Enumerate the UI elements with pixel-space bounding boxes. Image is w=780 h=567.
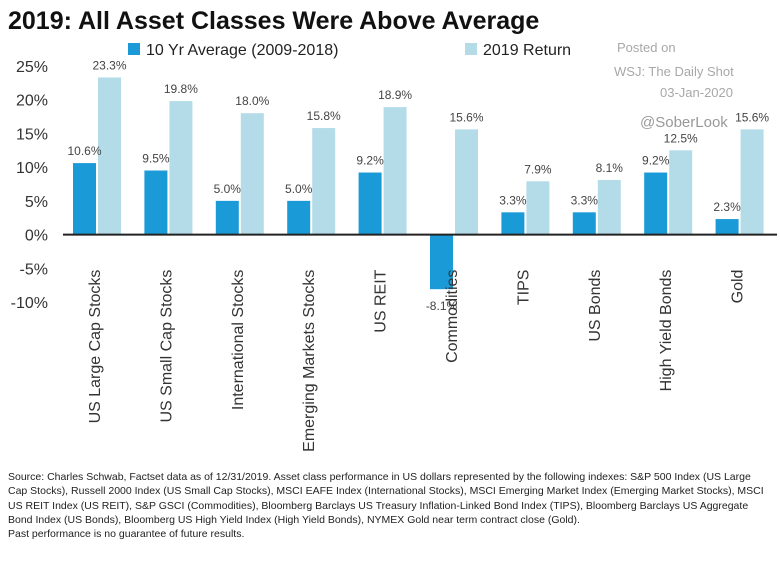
data-label-10yr: 9.5% [142,152,170,166]
watermark-source: WSJ: The Daily Shot [614,64,734,79]
chart: 2019: All Asset Classes Were Above Avera… [8,7,777,452]
data-label-10yr: 3.3% [499,193,527,207]
category-label: US Large Cap Stocks [87,270,104,424]
bar-10yr-average [715,219,739,235]
data-label-10yr: 5.0% [214,182,242,196]
data-label-10yr: 5.0% [285,182,313,196]
source-note: Source: Charles Schwab, Factset data as … [8,471,764,526]
category-label-group: US Large Cap Stocks US Small Cap Stocks In… [87,269,747,452]
watermark-date: 03-Jan-2020 [660,85,733,100]
bar-10yr-average [144,170,168,235]
data-label-2019: 12.5% [664,131,698,145]
y-tick-label: 5% [25,194,48,211]
category-label: US REIT [373,269,390,332]
bar-2019-return [240,113,264,235]
category-label: International Stocks [230,270,247,411]
data-label-10yr: 3.3% [571,193,599,207]
data-label-10yr: 9.2% [356,154,384,168]
data-label-2019: 15.8% [307,109,341,123]
y-tick-label: 20% [16,93,48,110]
category-label: TIPS [515,270,532,306]
category-label: Commodities [444,270,461,363]
data-label-group: 10.6% 23.3% 9.5% 19.8% 5.0% 18.0% 5.0% 15.8% 9.2… [67,58,769,313]
bar-group [73,77,764,290]
data-label-10yr: 10.6% [67,144,101,158]
bar-2019-return [98,77,121,235]
bar-10yr-average [572,212,596,235]
data-label-2019: 15.6% [735,110,769,124]
data-label-10yr: 9.2% [642,154,670,168]
y-tick-label: -10% [11,295,48,312]
category-label: Gold [730,270,747,304]
bar-2019-return [740,129,764,235]
bar-10yr-average [358,172,382,235]
y-tick-label: 10% [16,160,48,177]
bar-10yr-average [215,200,239,235]
bar-2019-return [597,179,621,235]
category-label: US Bonds [587,270,604,342]
bar-2019-return [669,150,693,235]
data-label-2019: 18.0% [235,94,269,108]
y-tick-label: 0% [25,228,48,245]
bar-10yr-average [430,234,453,290]
bar-10yr-average [287,200,311,235]
bar-10yr-average [73,163,96,235]
bar-10yr-average [501,212,525,235]
legend-swatch-2019 [465,43,477,55]
bar-2019-return [455,129,478,235]
bar-2019-return [312,128,336,235]
data-label-2019: 18.9% [378,88,412,102]
category-label: Emerging Markets Stocks [301,270,318,452]
y-tick-label: -5% [20,261,48,278]
legend-swatch-10yr [128,43,140,55]
data-label-2019: 23.3% [92,58,126,72]
disclaimer: Past performance is no guarantee of futu… [8,528,245,541]
data-label-2019: 15.6% [449,110,483,124]
data-label-2019: 7.9% [524,162,552,176]
y-tick-label: 15% [16,126,48,143]
y-axis: 25% 20% 15% 10% 5% 0% -5% -10% [11,59,48,312]
y-tick-label: 25% [16,59,48,76]
bar-2019-return [526,181,550,235]
data-label-2019: 8.1% [596,161,624,175]
bar-2019-return [169,101,193,235]
legend-label-10yr: 10 Yr Average (2009-2018) [146,42,338,59]
bar-10yr-average [644,172,668,235]
category-label: High Yield Bonds [658,270,675,392]
footer: Source: Charles Schwab, Factset data as … [8,470,772,541]
watermark-posted-on: Posted on [617,40,676,55]
data-label-10yr: -8.1% [426,299,458,313]
data-label-2019: 19.8% [164,82,198,96]
data-label-10yr: 2.3% [713,200,741,214]
legend-label-2019: 2019 Return [483,42,571,59]
bar-2019-return [383,107,407,235]
watermark-handle: @SoberLook [640,114,728,131]
category-label: US Small Cap Stocks [158,270,175,423]
chart-title: 2019: All Asset Classes Were Above Avera… [8,7,539,35]
